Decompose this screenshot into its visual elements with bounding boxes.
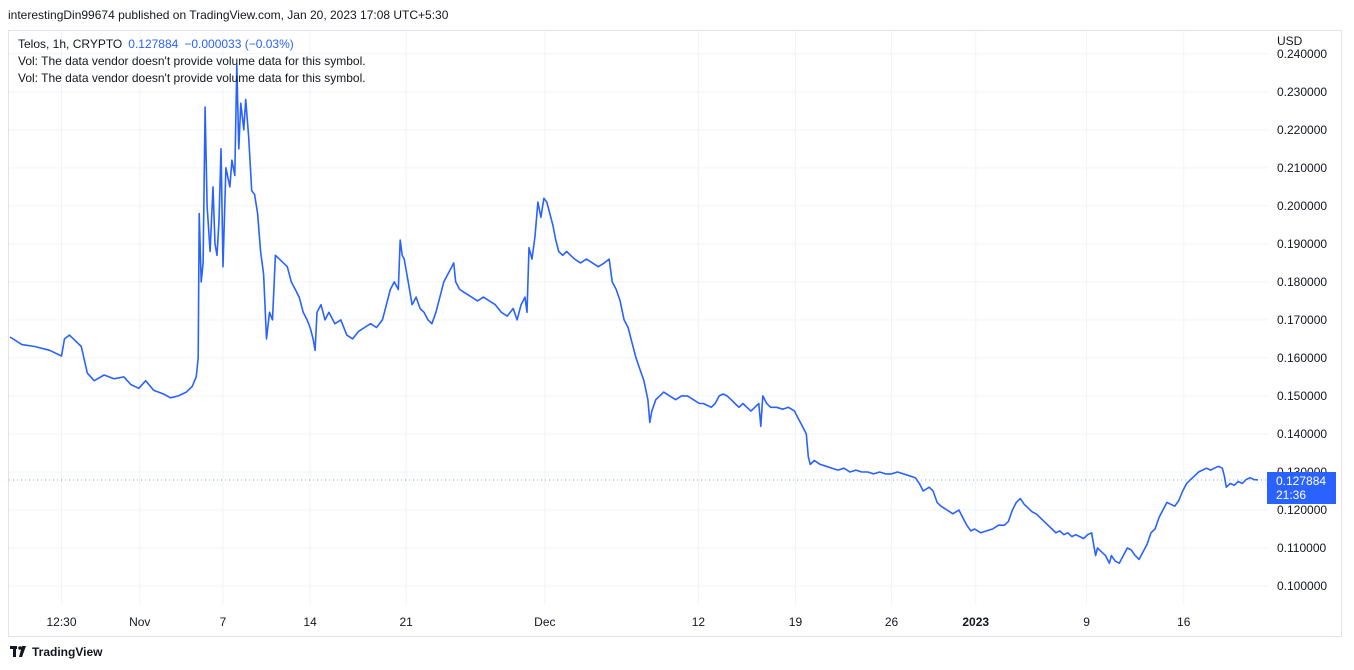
- y-tick-label: 0.160000: [1277, 351, 1327, 365]
- y-tick-label: 0.220000: [1277, 123, 1327, 137]
- y-tick-label: 0.170000: [1277, 313, 1327, 327]
- currency-label: USD: [1277, 34, 1303, 48]
- legend-symbol[interactable]: Telos, 1h, CRYPTO: [18, 37, 123, 51]
- legend-change: −0.000033 (−0.03%): [184, 37, 294, 51]
- x-tick-label: Dec: [534, 615, 555, 629]
- legend-volume-note-2: Vol: The data vendor doesn't provide vol…: [18, 71, 366, 85]
- x-tick-label: 19: [789, 615, 803, 629]
- x-tick-label: 16: [1177, 615, 1191, 629]
- last-price-value: 0.127884: [1276, 474, 1326, 488]
- grid-lines: [9, 31, 1268, 605]
- price-series-line: [9, 64, 1259, 564]
- last-price-badge: [1267, 471, 1336, 504]
- tradingview-logo-icon: [10, 646, 28, 658]
- y-tick-label: 0.200000: [1277, 199, 1327, 213]
- bar-countdown: 21:36: [1276, 488, 1306, 502]
- x-tick-label: Nov: [129, 615, 150, 629]
- tradingview-brand-text: TradingView: [32, 645, 103, 659]
- x-tick-label: 12: [692, 615, 706, 629]
- x-tick-label: 9: [1083, 615, 1090, 629]
- tradingview-branding[interactable]: TradingView: [10, 645, 102, 659]
- y-tick-label: 0.180000: [1277, 275, 1327, 289]
- x-tick-label: 7: [220, 615, 227, 629]
- y-tick-label: 0.230000: [1277, 85, 1327, 99]
- y-tick-label: 0.100000: [1277, 579, 1327, 593]
- x-tick-label: 21: [400, 615, 414, 629]
- x-tick-label: 12:30: [46, 615, 76, 629]
- publisher-line: interestingDin99674 published on Trading…: [8, 8, 449, 22]
- legend-last-price: 0.127884: [128, 37, 179, 51]
- y-tick-label: 0.150000: [1277, 389, 1327, 403]
- y-tick-label: 0.190000: [1277, 237, 1327, 251]
- legend-volume-note-1: Vol: The data vendor doesn't provide vol…: [18, 54, 366, 68]
- x-tick-label: 2023: [962, 615, 989, 629]
- y-tick-label: 0.110000: [1277, 541, 1326, 555]
- y-tick-label: 0.120000: [1277, 503, 1327, 517]
- chart-frame: [8, 30, 1342, 637]
- chart-legend: Telos, 1h, CRYPTO 0.127884 −0.000033 (−0.0…: [18, 36, 366, 87]
- x-tick-label: 26: [885, 615, 899, 629]
- y-tick-label: 0.240000: [1277, 47, 1327, 61]
- x-tick-label: 14: [303, 615, 317, 629]
- y-tick-label: 0.140000: [1277, 427, 1327, 441]
- y-tick-label: 0.210000: [1277, 161, 1327, 175]
